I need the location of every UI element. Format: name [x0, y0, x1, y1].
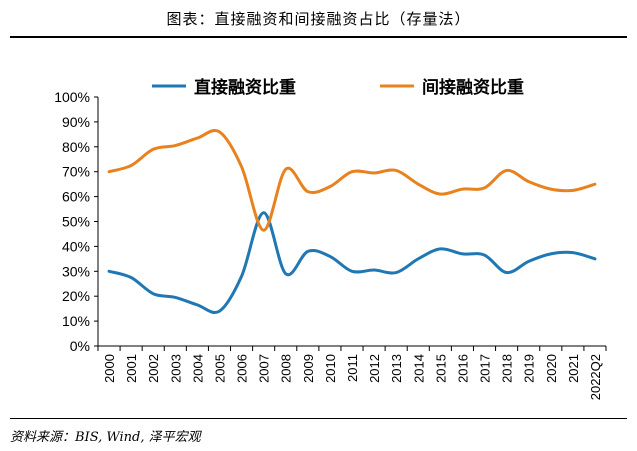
y-tick-label: 90%	[62, 114, 90, 130]
legend-label: 直接融资比重	[194, 77, 296, 97]
x-tick-label: 2021	[566, 354, 581, 383]
source-rule	[10, 418, 627, 419]
x-tick-label: 2008	[279, 354, 294, 383]
y-tick-label: 60%	[62, 189, 90, 205]
x-tick-label: 2016	[455, 354, 470, 383]
y-tick-label: 40%	[62, 238, 90, 254]
x-tick-label: 2015	[433, 354, 448, 383]
y-tick-label: 70%	[62, 164, 90, 180]
x-tick-label: 2017	[478, 354, 493, 383]
series-lines	[107, 129, 597, 314]
x-tick-label: 2010	[323, 354, 338, 383]
x-tick-label: 2003	[168, 354, 183, 383]
axes: 0% 10% 20% 30% 40% 50% 60% 70% 80% 90% 100% 2000 200…	[54, 89, 607, 400]
x-tick-label: 2006	[235, 354, 250, 383]
series-line-2	[107, 129, 597, 232]
x-tick-label: 2011	[345, 354, 360, 382]
x-tick-label: 2014	[411, 354, 426, 383]
y-tick-label: 50%	[62, 214, 90, 230]
y-tick-label: 20%	[62, 288, 90, 304]
x-tick-label: 2004	[190, 354, 205, 383]
series-line-1	[107, 211, 597, 314]
x-tick-label: 2005	[212, 354, 227, 383]
x-tick-label: 2022Q2	[588, 354, 603, 400]
x-tick-label: 2007	[257, 354, 272, 383]
x-tick-label: 2009	[301, 354, 316, 383]
x-tick-label: 2000	[102, 354, 117, 383]
y-tick-label: 0%	[70, 338, 90, 354]
chart-title: 图表：直接融资和间接融资占比（存量法）	[166, 10, 471, 28]
title-rule	[10, 36, 627, 38]
source-note: 资料来源：BIS, Wind, 泽平宏观	[10, 430, 201, 445]
y-tick-label: 10%	[62, 313, 90, 329]
x-tick-label: 2012	[367, 354, 382, 383]
legend-label: 间接融资比重	[422, 77, 524, 97]
x-tick-label: 2020	[544, 354, 559, 383]
x-tick-label: 2019	[522, 354, 537, 383]
x-tick-label: 2002	[146, 354, 161, 383]
y-tick-label: 100%	[54, 89, 90, 105]
y-tick-label: 30%	[62, 263, 90, 279]
legend: 直接融资比重 间接融资比重	[152, 77, 524, 97]
x-tick-label: 2018	[500, 354, 515, 383]
y-tick-label: 80%	[62, 139, 90, 155]
x-tick-label: 2013	[389, 354, 404, 383]
x-tick-label: 2001	[124, 354, 139, 383]
